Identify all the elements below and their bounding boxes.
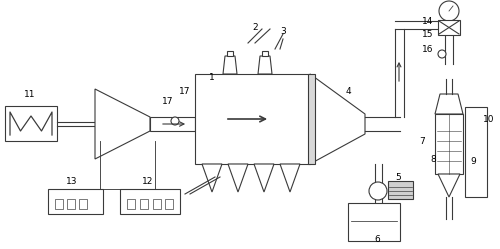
Circle shape bbox=[171, 117, 179, 125]
Polygon shape bbox=[223, 56, 237, 74]
Bar bbox=[435, 114, 463, 174]
Bar bbox=[120, 189, 180, 214]
Bar bbox=[67, 199, 75, 209]
Polygon shape bbox=[228, 164, 248, 192]
Bar bbox=[5, 106, 57, 141]
Bar bbox=[165, 199, 173, 209]
Text: 9: 9 bbox=[470, 157, 476, 166]
Text: 17: 17 bbox=[162, 97, 174, 106]
Bar bbox=[153, 199, 161, 209]
Circle shape bbox=[438, 50, 446, 58]
Text: 12: 12 bbox=[142, 177, 154, 186]
Text: 7: 7 bbox=[419, 136, 425, 145]
Text: 4: 4 bbox=[345, 86, 351, 96]
Polygon shape bbox=[254, 164, 274, 192]
Polygon shape bbox=[438, 174, 460, 197]
Circle shape bbox=[439, 1, 459, 21]
Bar bbox=[79, 199, 87, 209]
Bar bbox=[150, 117, 195, 131]
Text: 13: 13 bbox=[66, 177, 78, 186]
Polygon shape bbox=[95, 89, 150, 159]
Text: 1: 1 bbox=[209, 72, 215, 81]
Bar bbox=[348, 203, 400, 241]
Polygon shape bbox=[435, 94, 463, 114]
Polygon shape bbox=[258, 56, 272, 74]
Text: 6: 6 bbox=[374, 235, 380, 244]
Bar bbox=[465, 107, 487, 197]
Bar bbox=[262, 51, 268, 56]
Bar bbox=[308, 74, 315, 164]
Polygon shape bbox=[202, 164, 222, 192]
Text: 8: 8 bbox=[430, 154, 436, 164]
Text: 17: 17 bbox=[179, 86, 191, 96]
Circle shape bbox=[369, 182, 387, 200]
Bar bbox=[48, 189, 103, 214]
Text: 10: 10 bbox=[483, 115, 495, 124]
Bar bbox=[438, 20, 460, 35]
Text: 15: 15 bbox=[422, 29, 434, 39]
Text: 2: 2 bbox=[252, 22, 258, 32]
Text: 16: 16 bbox=[422, 45, 434, 54]
Text: 5: 5 bbox=[395, 173, 401, 182]
Text: 3: 3 bbox=[280, 26, 286, 36]
Bar bbox=[55, 199, 63, 209]
Bar bbox=[388, 181, 413, 199]
Text: 14: 14 bbox=[422, 16, 434, 25]
Text: 11: 11 bbox=[24, 89, 36, 99]
Polygon shape bbox=[310, 74, 365, 164]
Bar bbox=[127, 199, 135, 209]
Bar bbox=[140, 199, 148, 209]
Bar bbox=[195, 74, 310, 164]
Polygon shape bbox=[280, 164, 300, 192]
Bar bbox=[227, 51, 233, 56]
